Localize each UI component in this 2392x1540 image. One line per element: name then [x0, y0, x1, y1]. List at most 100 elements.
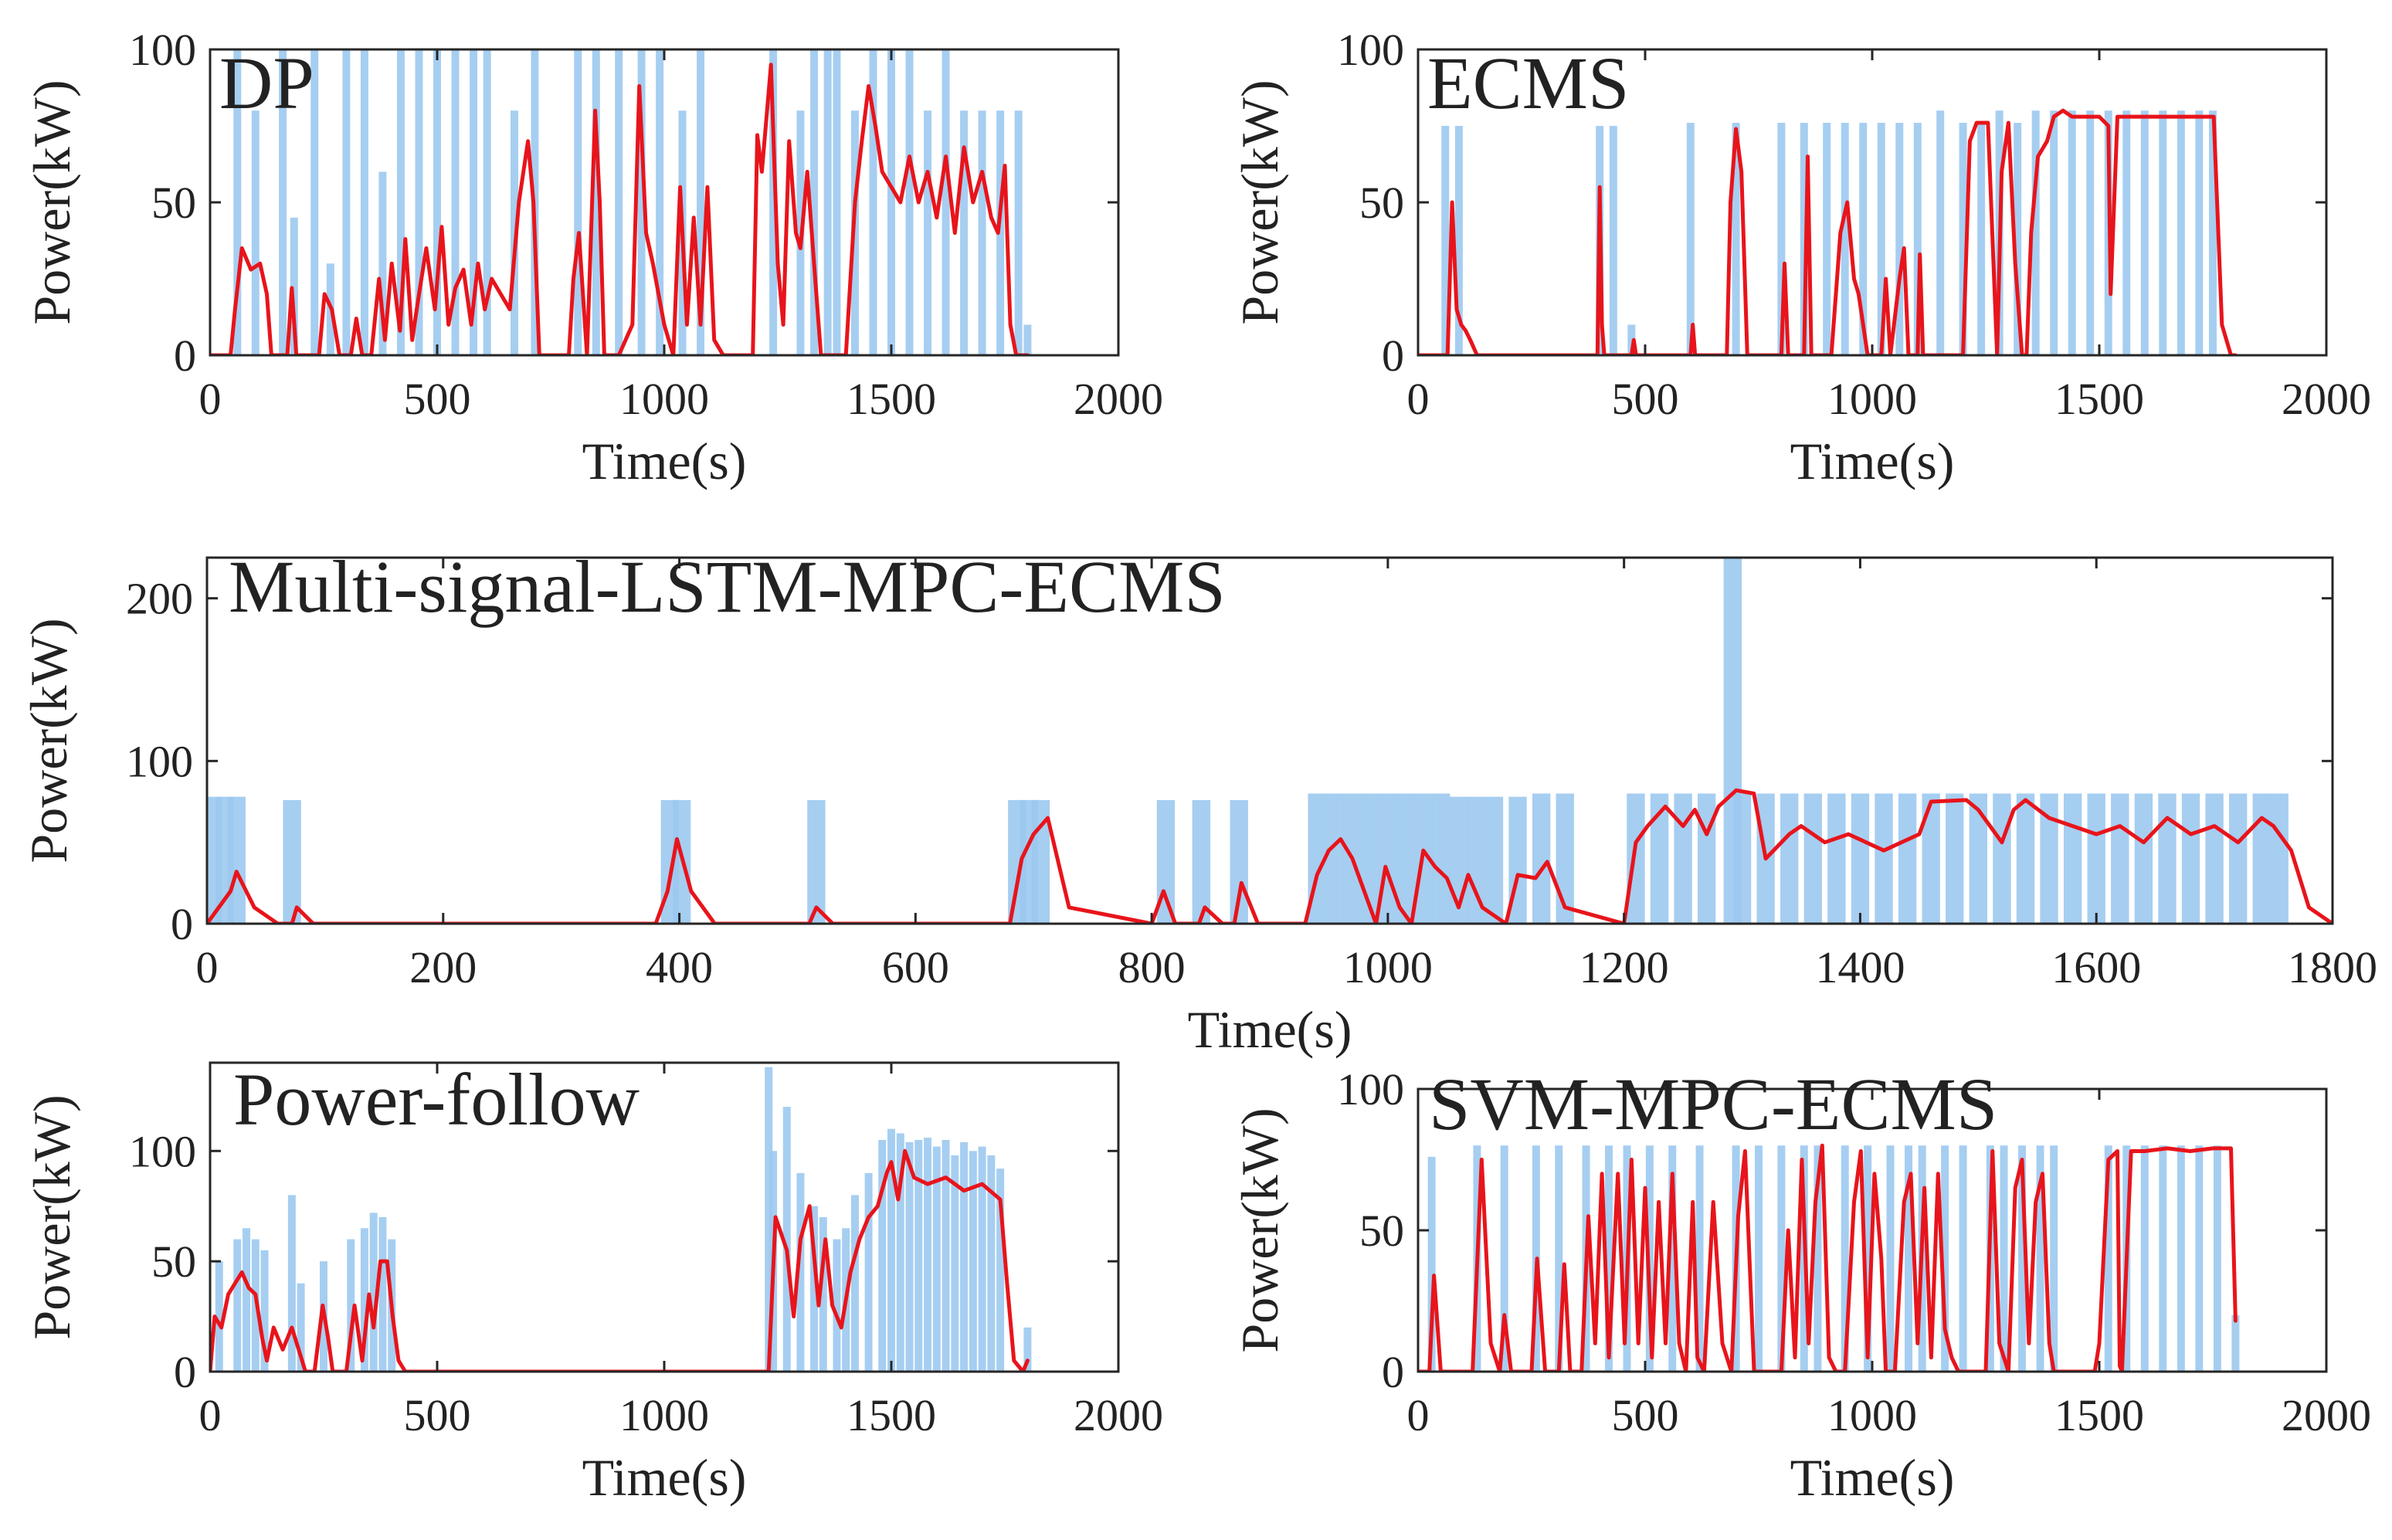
command-power-bar [1023, 324, 1032, 355]
y-tick-label: 100 [1337, 25, 1404, 75]
command-power-bar [869, 49, 877, 355]
command-power-bar [823, 49, 832, 355]
command-power-bar [1780, 793, 1799, 924]
command-power-bar [1695, 1145, 1704, 1372]
command-power-bar [2231, 1314, 2240, 1372]
command-power-bar [905, 1141, 914, 1372]
y-tick-label: 0 [171, 899, 193, 949]
command-power-bar [1841, 123, 1849, 355]
command-power-bar [978, 110, 986, 355]
command-power-bar [1650, 793, 1669, 924]
command-power-bar [1732, 793, 1752, 924]
command-power-bar [2050, 1145, 2058, 1372]
command-power-bar [243, 1228, 251, 1372]
x-axis-label: Time(s) [1790, 1448, 1955, 1507]
command-power-bar [887, 49, 895, 355]
command-power-bar [1014, 110, 1023, 355]
command-power-bar [1427, 1156, 1436, 1372]
x-axis-label: Time(s) [582, 1448, 747, 1507]
panel-svm-mpc-ecms: 0 500 1000 1500 2000 0 50 100 Time(s) Power(kW) SV… [1230, 1063, 2371, 1507]
command-power-bar [396, 49, 405, 355]
x-tick-label: 500 [404, 1390, 471, 1440]
y-tick-label: 100 [126, 736, 193, 786]
command-power-bar [887, 1128, 895, 1372]
command-power-bar [483, 49, 491, 355]
command-power-bar [924, 110, 932, 355]
y-axis-label: Power(kW) [22, 1094, 81, 1339]
command-power-bar [765, 1067, 773, 1372]
x-tick-label: 500 [404, 374, 471, 424]
command-power-bar [2016, 793, 2035, 924]
command-power-bar [1959, 1145, 1967, 1372]
command-power-bar [2195, 110, 2204, 355]
plot-data [1418, 108, 2238, 355]
command-power-bar [1969, 793, 1988, 924]
command-power-bar [2104, 1145, 2112, 1372]
command-power-bar [2036, 1145, 2044, 1372]
command-power-bar [2086, 110, 2095, 355]
y-tick-label: 200 [126, 574, 193, 624]
y-tick-label: 100 [1337, 1064, 1404, 1114]
x-axis-label: Time(s) [1188, 1000, 1352, 1059]
command-power-bar [1905, 1145, 1913, 1372]
command-power-bar [227, 796, 246, 924]
plot-data [207, 558, 2333, 924]
command-power-bar [942, 49, 950, 355]
command-power-bar [1922, 793, 1940, 924]
command-power-bar [951, 1155, 959, 1372]
plot-data [210, 49, 1032, 355]
command-power-bar [796, 1172, 805, 1372]
x-tick-label: 1500 [2054, 374, 2144, 424]
x-tick-label: 0 [1407, 374, 1430, 424]
y-tick-label: 0 [174, 331, 196, 381]
command-power-bar [656, 49, 664, 355]
command-power-bar [592, 49, 600, 355]
command-power-bar [1946, 793, 1964, 924]
command-power-bar [1875, 793, 1893, 924]
command-power-bar [833, 49, 841, 355]
x-tick-label: 0 [196, 942, 219, 992]
y-tick-label: 0 [1382, 1347, 1404, 1397]
command-power-bar [1454, 126, 1463, 355]
command-power-bar [1023, 1327, 1032, 1372]
command-power-bar [2177, 1145, 2185, 1372]
panel-title: ECMS [1427, 42, 1629, 124]
command-power-bar [2031, 110, 2040, 355]
command-power-bar [615, 49, 623, 355]
command-power-bar [1959, 123, 1967, 355]
command-power-bar [2181, 793, 2200, 924]
command-power-bar [360, 49, 368, 355]
y-axis-label: Power(kW) [1230, 1108, 1289, 1352]
command-power-bar [1627, 324, 1636, 355]
command-power-bar [2000, 1145, 2008, 1372]
command-power-bar [850, 1195, 859, 1372]
command-power-bar [932, 1146, 941, 1372]
command-power-bar [415, 49, 423, 355]
command-power-bar [2195, 1145, 2204, 1372]
command-power-bar [1895, 123, 1904, 355]
command-power-bar [360, 1228, 368, 1372]
command-power-bar [347, 1239, 355, 1372]
plot-data [210, 1067, 1032, 1372]
command-power-bar [310, 49, 319, 355]
x-tick-label: 600 [882, 942, 949, 992]
command-power-bar [969, 1151, 977, 1372]
command-power-bar [2209, 110, 2217, 355]
x-tick-label: 2000 [2282, 1390, 2371, 1440]
command-power-bar [433, 49, 441, 355]
y-tick-label: 50 [1359, 1206, 1404, 1256]
panel-title: SVM-MPC-ECMS [1429, 1063, 1997, 1145]
y-tick-label: 100 [129, 25, 196, 75]
command-power-bar [960, 1141, 969, 1372]
x-tick-label: 1000 [1827, 374, 1917, 424]
x-tick-label: 1400 [1815, 942, 1905, 992]
panel-power-follow: 0 500 1000 1500 2000 0 50 100 Time(s) Power(kW) Po… [22, 1058, 1163, 1507]
command-power-bar [297, 1283, 305, 1372]
x-tick-label: 400 [646, 942, 713, 992]
command-power-bar [1777, 1145, 1786, 1372]
command-power-bar [782, 1107, 791, 1372]
command-power-bar [1609, 126, 1617, 355]
command-power-bar [1886, 1145, 1895, 1372]
y-tick-label: 100 [129, 1126, 196, 1176]
